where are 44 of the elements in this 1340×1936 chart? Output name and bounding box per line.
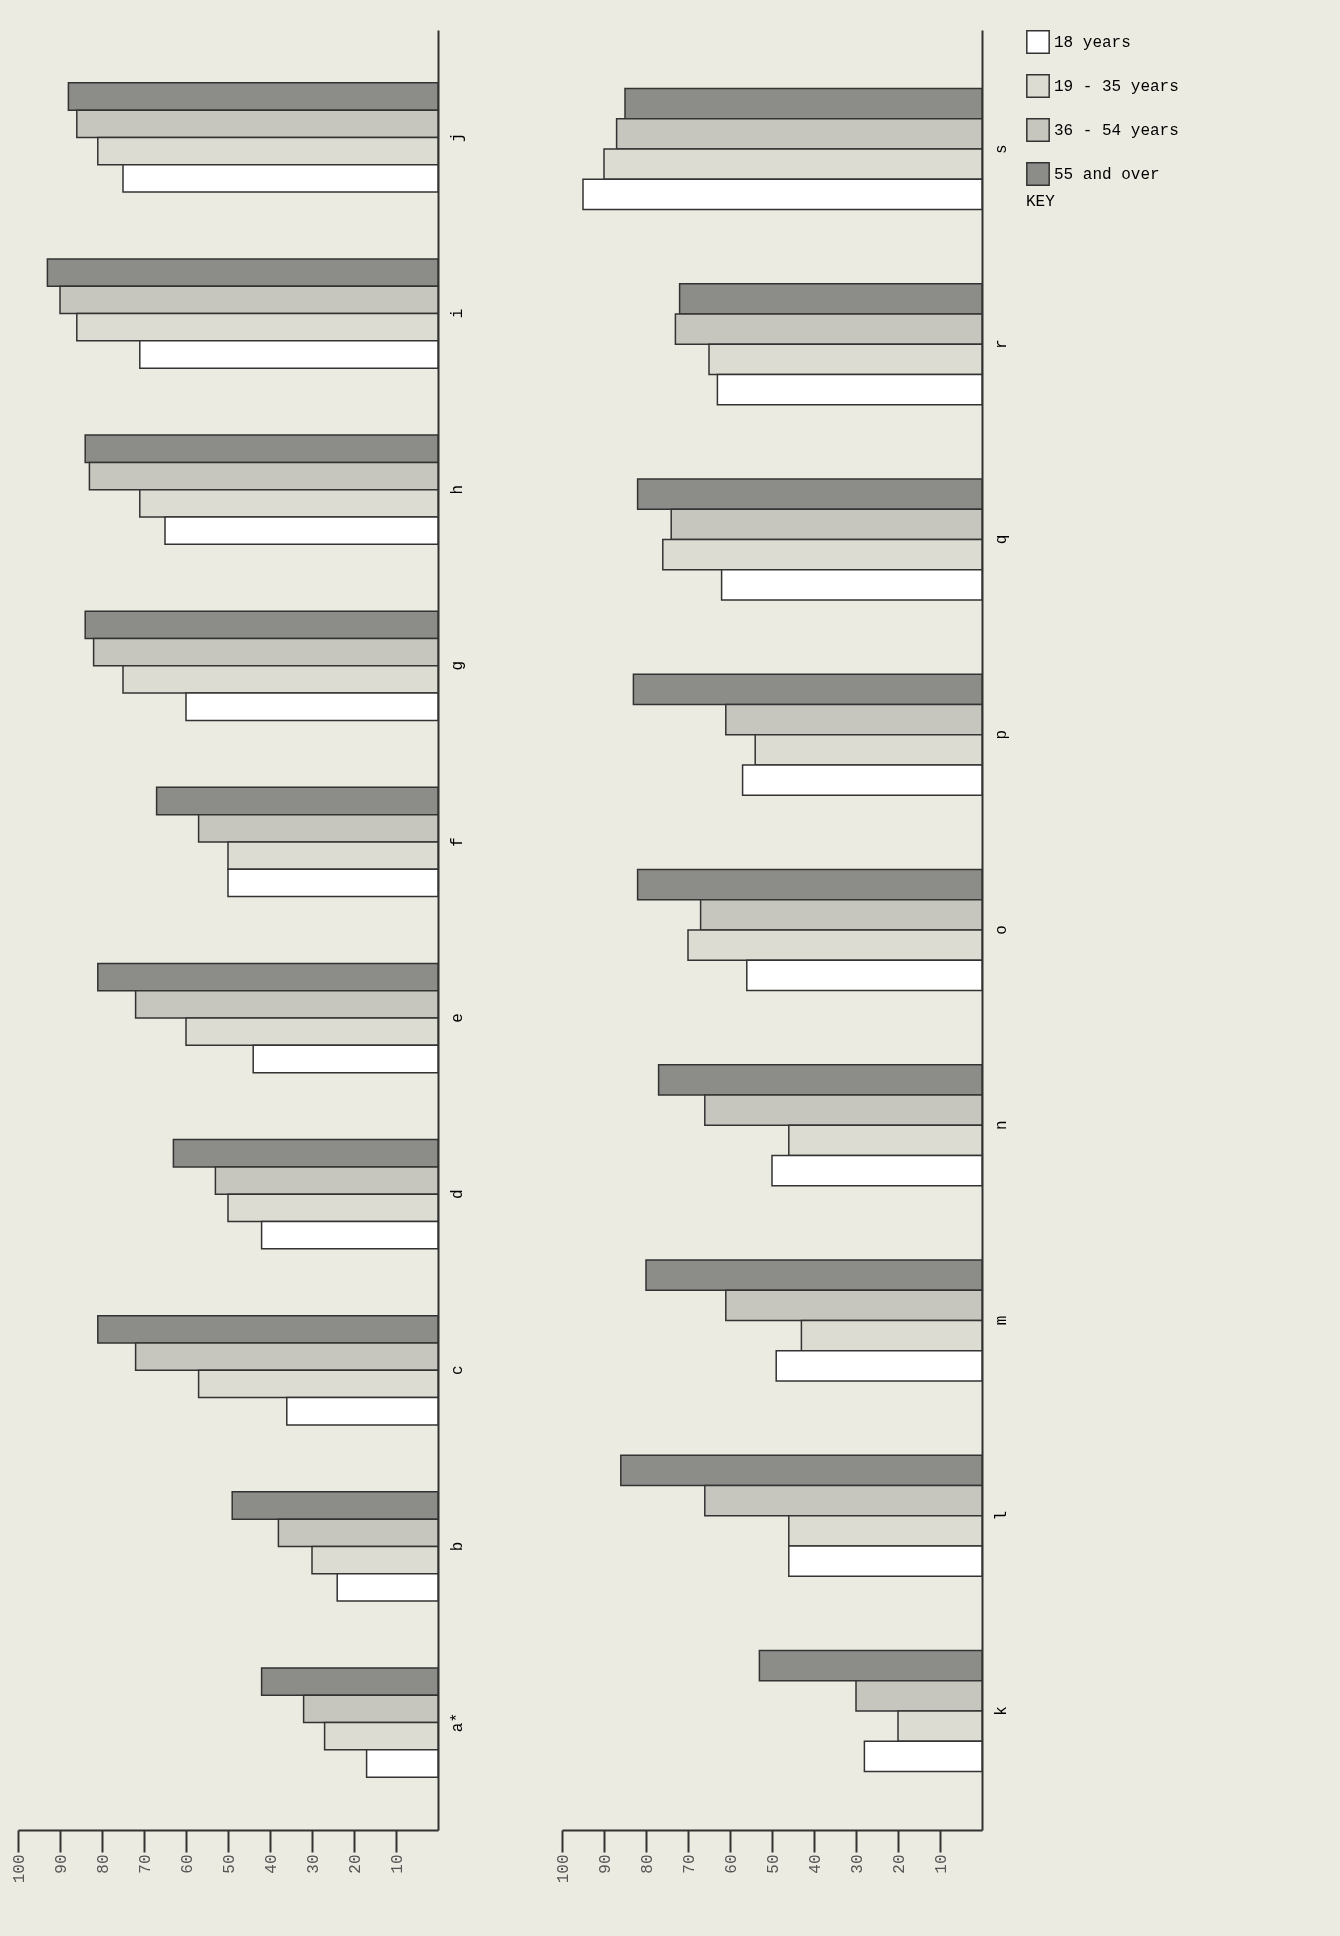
x-tick-label: 30 <box>304 1854 323 1874</box>
y-tick-label: j <box>448 132 467 143</box>
x-tick-label: 10 <box>932 1854 951 1874</box>
x-tick-label: 60 <box>178 1854 197 1874</box>
legend-label: 36 - 54 years <box>1054 122 1179 140</box>
y-tick-label: o <box>992 925 1011 935</box>
y-tick-label: m <box>992 1315 1011 1326</box>
y-tick-label: e <box>448 1013 467 1023</box>
y-tick-label: c <box>448 1365 467 1376</box>
x-tick-label: 100 <box>10 1854 29 1884</box>
y-tick-label: b <box>448 1541 467 1552</box>
y-tick-label: p <box>992 729 1011 740</box>
y-tick-label: h <box>448 484 467 495</box>
x-tick-label: 50 <box>764 1854 783 1874</box>
y-tick-label: f <box>448 837 467 847</box>
y-tick-label: d <box>448 1189 467 1199</box>
x-tick-label: 40 <box>262 1854 281 1874</box>
y-tick-label: g <box>448 661 467 671</box>
x-tick-label: 90 <box>596 1854 615 1874</box>
x-tick-label: 60 <box>722 1854 741 1874</box>
x-tick-label: 50 <box>220 1854 239 1874</box>
x-tick-label: 40 <box>806 1854 825 1874</box>
x-tick-label: 20 <box>890 1854 909 1874</box>
y-tick-label: q <box>992 534 1011 545</box>
x-tick-label: 80 <box>94 1854 113 1874</box>
x-tick-label: 90 <box>52 1854 71 1874</box>
legend-label: 18 years <box>1054 34 1131 52</box>
legend-title: KEY <box>1026 193 1056 211</box>
y-tick-label: a* <box>448 1712 467 1733</box>
x-tick-label: 100 <box>554 1854 573 1884</box>
x-tick-label: 70 <box>680 1854 699 1874</box>
x-tick-label: 30 <box>848 1854 867 1874</box>
y-tick-label: k <box>992 1706 1011 1716</box>
x-tick-label: 80 <box>638 1854 657 1874</box>
x-tick-label: 70 <box>136 1854 155 1874</box>
y-tick-label: n <box>992 1120 1011 1131</box>
x-tick-label: 10 <box>388 1854 407 1874</box>
legend-label: 55 and over <box>1054 166 1160 184</box>
y-tick-label: r <box>992 339 1011 350</box>
y-tick-label: i <box>448 308 467 319</box>
legend-label: 19 - 35 years <box>1054 78 1179 96</box>
x-tick-label: 20 <box>346 1854 365 1874</box>
y-tick-label: s <box>992 144 1011 154</box>
y-tick-label: l <box>992 1510 1011 1521</box>
